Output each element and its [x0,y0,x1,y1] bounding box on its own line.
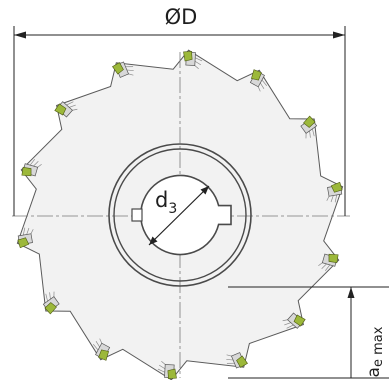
tooth-insert [183,51,203,70]
carbide-insert [54,103,67,116]
carbide-insert [98,349,109,361]
bore-diameter-label: d3 [155,188,177,217]
tooth-insert [21,158,42,177]
depth-arrow-top [347,287,355,298]
tooth-insert [326,181,343,203]
bore-arrow-top [200,186,209,195]
tooth-insert [249,69,268,92]
diameter-arrow-left [14,31,26,39]
cutting-teeth [17,51,343,379]
carbide-insert [328,253,339,264]
carbide-insert [303,115,316,128]
tooth-insert [42,291,60,315]
carbide-insert [330,181,343,193]
bore-arrow-bottom [149,236,158,245]
carbide-insert [112,62,124,75]
hub-outer-ring [108,143,252,287]
tooth-insert [157,360,177,379]
carbide-insert [251,69,262,81]
bore-with-keyway [139,174,232,256]
bore-keyway-left [131,208,143,222]
bore-diameter-dimension-line [148,185,210,246]
depth-label: ae max [364,326,386,377]
tooth-insert [92,338,111,361]
carbide-insert [44,302,57,315]
carbide-insert [293,314,306,327]
carbide-insert [21,166,32,177]
tooth-insert [17,227,34,249]
diameter-arrow-right [333,31,345,39]
tooth-insert [54,101,78,118]
hub-inner-ring [113,148,247,282]
carbide-insert [236,355,248,368]
tooth-insert [226,352,248,369]
tooth-insert [300,115,318,139]
carbide-insert [183,51,193,62]
tooth-insert [282,312,306,329]
tooth-insert [112,61,134,78]
diameter-label: ØD [165,5,198,29]
carbide-insert [167,368,177,379]
tooth-insert [318,253,339,272]
carbide-insert [17,237,30,249]
